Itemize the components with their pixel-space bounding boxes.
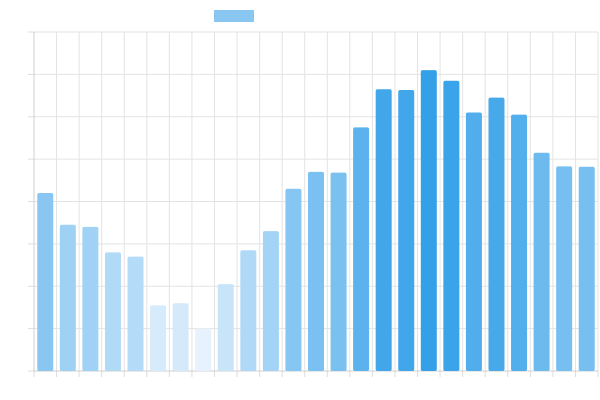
bar-17	[398, 90, 415, 372]
legend	[214, 10, 254, 22]
bar-7	[172, 303, 189, 371]
bar-18	[420, 70, 437, 371]
bar-3	[82, 226, 99, 371]
bar-11	[262, 231, 279, 371]
bar-22	[511, 114, 528, 371]
bar-20	[465, 112, 482, 371]
bar-12	[285, 188, 302, 371]
bar-8	[195, 328, 212, 371]
bar-14	[330, 172, 347, 371]
bar-16	[375, 89, 392, 372]
legend-swatch[interactable]	[214, 10, 254, 22]
bar-25	[578, 166, 595, 371]
bars-layer	[37, 70, 595, 372]
bar-23	[533, 152, 550, 371]
bar-1	[37, 193, 54, 371]
bar-6	[150, 305, 167, 371]
bar-19	[443, 80, 460, 371]
grid-layer	[28, 31, 599, 377]
bar-4	[104, 252, 121, 371]
bar-24	[556, 166, 573, 371]
bar-9	[217, 284, 234, 371]
bar-5	[127, 256, 144, 371]
bar-2	[59, 224, 76, 371]
bar-15	[353, 127, 370, 371]
bar-13	[308, 171, 324, 371]
bar-10	[240, 250, 257, 371]
bar-21	[488, 97, 505, 372]
